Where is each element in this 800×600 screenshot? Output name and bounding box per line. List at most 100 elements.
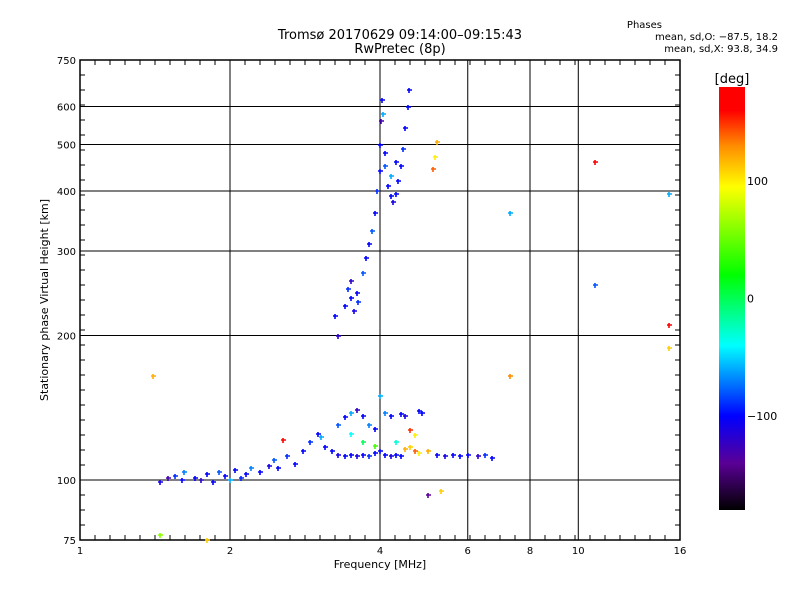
data-point (378, 143, 383, 148)
data-point (180, 478, 185, 483)
data-point (223, 474, 228, 479)
data-point (391, 200, 396, 205)
data-point (319, 435, 324, 440)
stats-o-line: mean, sd,O: −87.5, 18.2 (655, 32, 778, 43)
colorbar-tick-label: −100 (747, 410, 777, 423)
data-point (281, 438, 286, 443)
stats-heading: Phases (626, 20, 662, 31)
data-point (593, 160, 598, 165)
data-point (346, 287, 351, 292)
data-point (417, 409, 422, 414)
data-point (375, 189, 380, 194)
data-point (336, 334, 341, 339)
colorbar-tick-label: 100 (747, 175, 768, 188)
data-point (373, 444, 378, 449)
data-point (378, 394, 383, 399)
data-point (466, 453, 471, 458)
data-point (308, 440, 313, 445)
y-tick-label: 750 (57, 56, 76, 67)
chart-title: Tromsø 20170629 09:14:00–09:15:43 (277, 28, 523, 43)
data-point (593, 283, 598, 288)
data-point (379, 119, 384, 124)
x-tick-label: 2 (227, 546, 233, 557)
data-point (490, 456, 495, 461)
x-tick-label: 4 (377, 546, 383, 557)
data-point (258, 470, 263, 475)
data-point (367, 454, 372, 459)
colorbar-tick-label: 0 (747, 293, 754, 306)
data-point (401, 147, 406, 152)
data-point (343, 304, 348, 309)
data-point (355, 408, 360, 413)
data-point (276, 466, 281, 471)
data-point (389, 194, 394, 199)
data-point (323, 445, 328, 450)
data-point (182, 470, 187, 475)
x-axis-label: Frequency [MHz] (334, 558, 426, 571)
y-tick-label: 500 (57, 141, 76, 152)
data-point (508, 374, 513, 379)
data-point (433, 155, 438, 160)
data-point (373, 427, 378, 432)
data-point (417, 451, 422, 456)
data-point (166, 476, 171, 481)
data-point (389, 414, 394, 419)
x-tick-label: 16 (674, 546, 687, 557)
data-point (239, 476, 244, 481)
data-point (383, 453, 388, 458)
data-point (383, 164, 388, 169)
x-tick-label: 10 (572, 546, 585, 557)
data-point (367, 242, 372, 247)
data-point (333, 314, 338, 319)
data-point (244, 472, 249, 477)
data-point (389, 454, 394, 459)
data-point (293, 462, 298, 467)
data-point (249, 466, 254, 471)
data-point (373, 451, 378, 456)
data-point (217, 470, 222, 475)
data-point (380, 98, 385, 103)
colorbar-label: [deg] (715, 72, 750, 87)
data-point (211, 480, 216, 485)
data-point (343, 454, 348, 459)
data-point (378, 449, 383, 454)
chart-subtitle: RwPretec (8p) (354, 42, 446, 57)
data-point (407, 88, 412, 93)
data-point (396, 179, 401, 184)
x-tick-label: 6 (465, 546, 471, 557)
data-point (413, 449, 418, 454)
data-point (158, 480, 163, 485)
y-tick-label: 200 (57, 332, 76, 343)
data-point (394, 440, 399, 445)
data-point (399, 164, 404, 169)
data-point (285, 454, 290, 459)
data-point (403, 414, 408, 419)
y-tick-label: 400 (57, 187, 76, 198)
data-point (406, 105, 411, 110)
y-tick-label: 300 (57, 247, 76, 258)
y-tick-label: 600 (57, 103, 76, 114)
data-point (435, 140, 440, 145)
data-point (301, 449, 306, 454)
data-point (356, 300, 361, 305)
data-point (233, 468, 238, 473)
data-point (383, 411, 388, 416)
data-point (205, 538, 210, 543)
data-point (205, 472, 210, 477)
data-point (389, 174, 394, 179)
data-point (349, 296, 354, 301)
colorbar (719, 87, 745, 510)
data-point (667, 192, 672, 197)
data-point (451, 453, 456, 458)
data-point (435, 453, 440, 458)
data-point (403, 447, 408, 452)
data-point (193, 476, 198, 481)
data-point (158, 533, 163, 538)
data-point (426, 493, 431, 498)
data-point (336, 453, 341, 458)
x-tick-label: 1 (77, 546, 83, 557)
data-point (355, 291, 360, 296)
data-point (399, 454, 404, 459)
stats-x-line: mean, sd,X: 93.8, 34.9 (664, 44, 778, 55)
